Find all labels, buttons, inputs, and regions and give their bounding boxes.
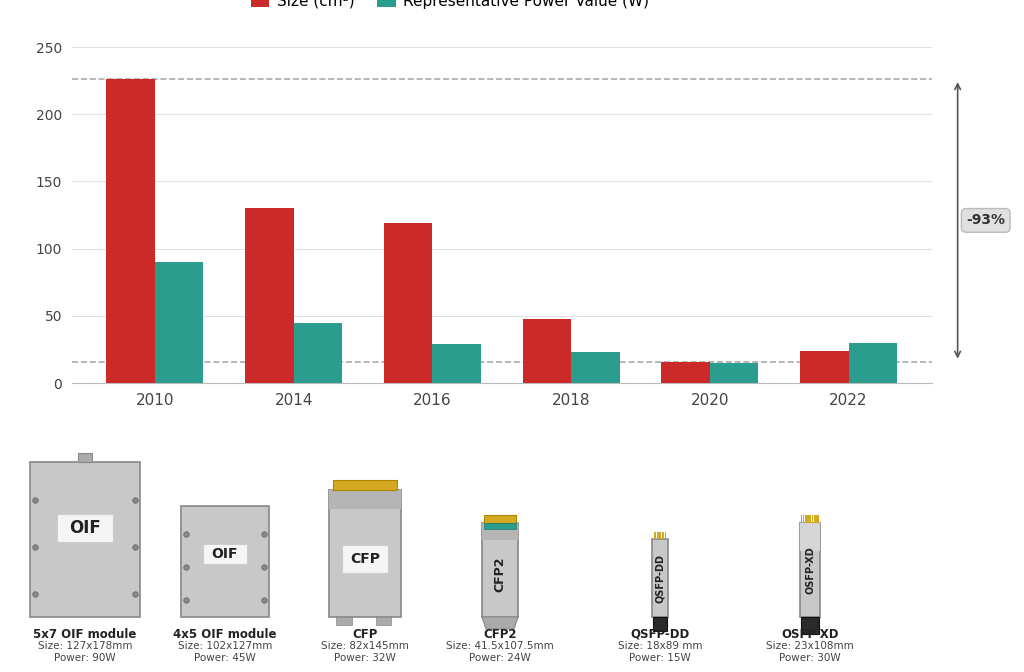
Bar (155, 262, 204, 383)
Legend: Size (cm²), Representative Power Value (W): Size (cm²), Representative Power Value (… (245, 0, 655, 15)
Text: Power: 90W: Power: 90W (54, 653, 116, 663)
Bar (808, 515, 810, 523)
Bar (432, 344, 481, 383)
Bar (376, 617, 391, 625)
Bar (203, 544, 247, 564)
Bar (815, 515, 817, 523)
Text: OIF: OIF (70, 519, 101, 538)
Bar (664, 532, 665, 539)
Bar (330, 491, 400, 509)
Bar (330, 491, 400, 617)
Bar (571, 352, 620, 383)
Bar (245, 208, 294, 383)
Bar (803, 515, 804, 523)
Text: Size: 18x89 mm: Size: 18x89 mm (617, 641, 702, 651)
Bar (810, 515, 811, 523)
Bar (522, 319, 571, 383)
Text: Size: 127x178mm: Size: 127x178mm (38, 641, 132, 651)
Bar (805, 515, 806, 523)
Bar (482, 523, 518, 540)
Bar (662, 362, 710, 383)
Bar (817, 515, 818, 523)
Bar (483, 523, 516, 529)
Bar (180, 506, 269, 617)
Bar (665, 532, 666, 539)
Bar (653, 532, 654, 539)
Text: QSFP-DD: QSFP-DD (655, 554, 665, 603)
Bar (812, 515, 813, 523)
Text: CFP2: CFP2 (494, 557, 507, 593)
Text: Power: 30W: Power: 30W (779, 653, 841, 663)
Bar (652, 539, 668, 617)
Text: Power: 24W: Power: 24W (469, 653, 530, 663)
Text: CFP: CFP (352, 628, 378, 641)
Bar (483, 515, 516, 523)
Bar (337, 617, 352, 625)
Bar (655, 532, 656, 539)
Text: OSFP-XD: OSFP-XD (781, 628, 839, 641)
Bar (30, 462, 140, 617)
Bar (849, 343, 897, 383)
Text: OIF: OIF (212, 547, 239, 560)
Bar (106, 79, 155, 383)
Bar (801, 617, 819, 634)
Bar (294, 323, 342, 383)
Text: Size: 82x145mm: Size: 82x145mm (322, 641, 409, 651)
Bar (800, 523, 820, 617)
Text: Power: 32W: Power: 32W (334, 653, 396, 663)
Bar (660, 532, 662, 539)
Bar (662, 532, 663, 539)
Bar (79, 454, 91, 462)
Text: CFP: CFP (350, 552, 380, 566)
Bar (710, 363, 759, 383)
Bar (656, 532, 658, 539)
Bar (57, 514, 113, 542)
Bar (800, 351, 849, 383)
Text: Size: 41.5x107.5mm: Size: 41.5x107.5mm (446, 641, 554, 651)
Bar (333, 480, 397, 491)
Text: OSFP-XD: OSFP-XD (805, 546, 815, 593)
Text: Size: 102x127mm: Size: 102x127mm (178, 641, 272, 651)
Text: 5x7 OIF module: 5x7 OIF module (34, 628, 136, 641)
Text: QSFP-DD: QSFP-DD (631, 628, 689, 641)
Text: CFP2: CFP2 (483, 628, 517, 641)
Bar (384, 223, 432, 383)
Text: -93%: -93% (967, 214, 1006, 227)
Bar (814, 515, 815, 523)
Text: 4x5 OIF module: 4x5 OIF module (173, 628, 276, 641)
Bar (342, 545, 388, 573)
Bar (801, 515, 803, 523)
Text: Power: 45W: Power: 45W (195, 653, 256, 663)
Text: Power: 15W: Power: 15W (629, 653, 691, 663)
Bar (653, 617, 667, 631)
Bar (482, 523, 518, 617)
Bar (658, 532, 659, 539)
Bar (806, 515, 808, 523)
Polygon shape (482, 617, 518, 629)
Bar (800, 523, 820, 551)
Text: Size: 23x108mm: Size: 23x108mm (766, 641, 854, 651)
